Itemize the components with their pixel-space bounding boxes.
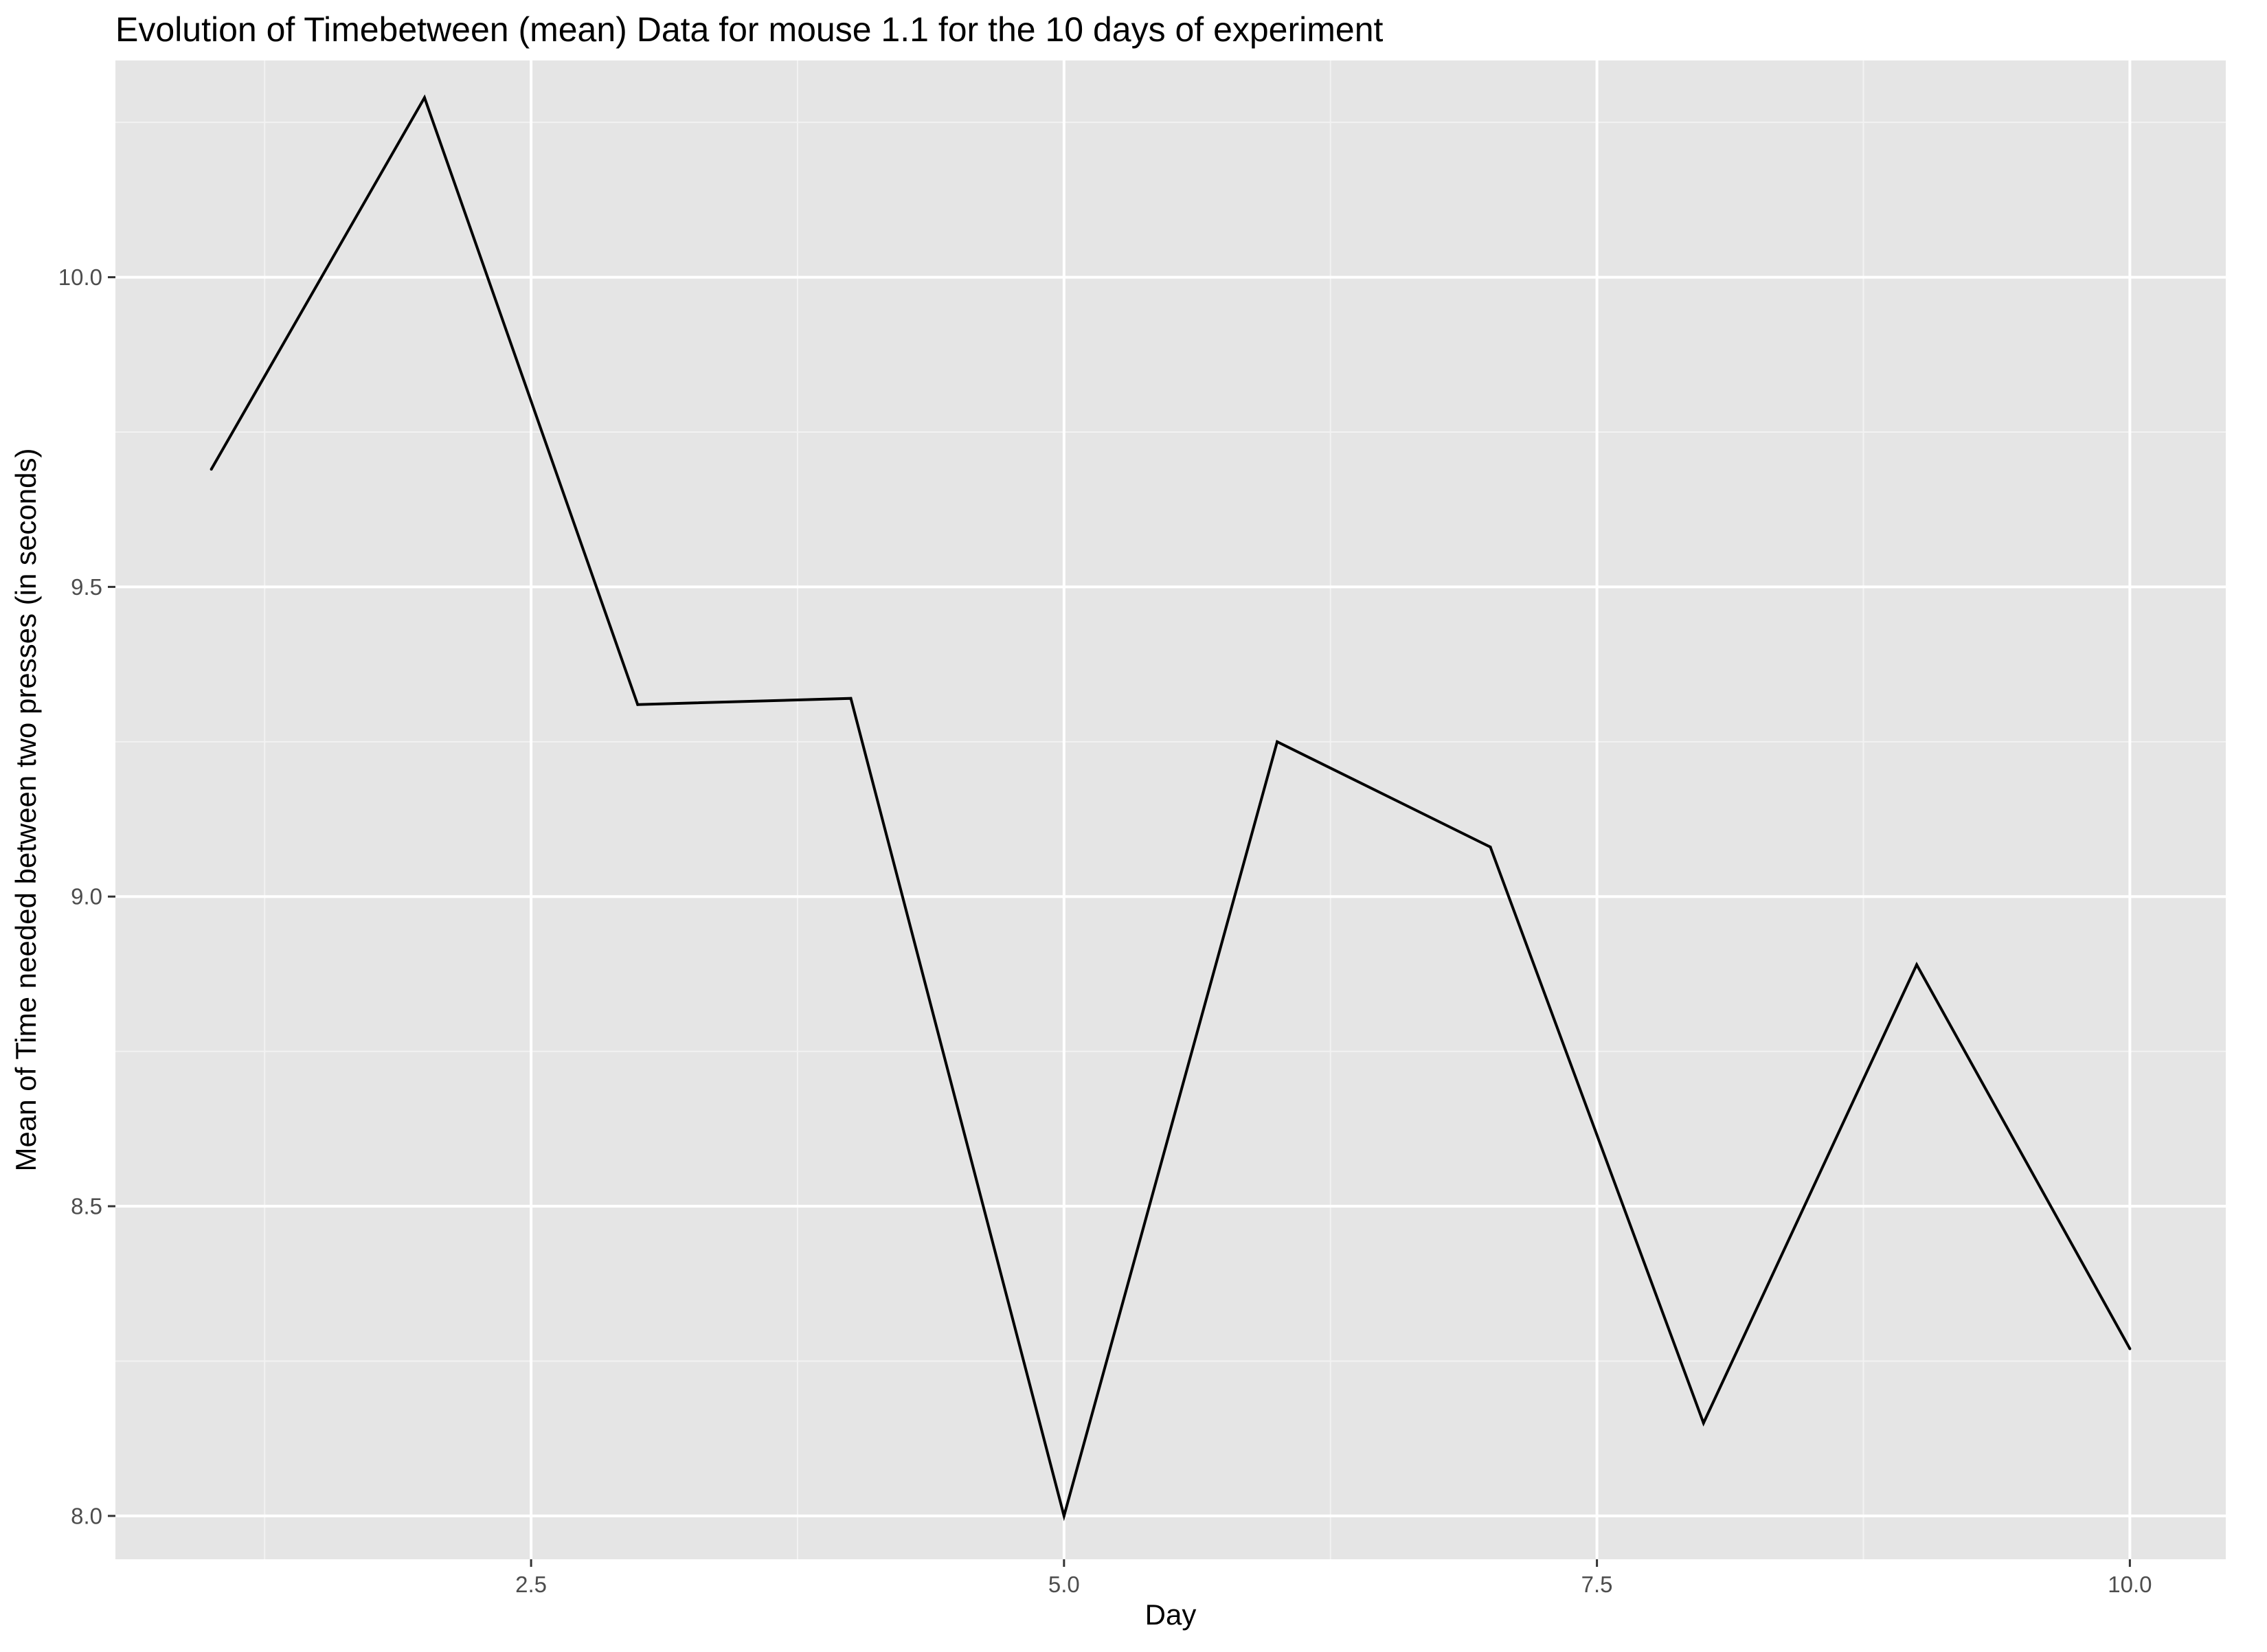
plot-panel — [115, 60, 2226, 1559]
y-axis: 8.0 8.5 9.0 9.5 10.0 — [58, 264, 115, 1528]
data-point — [849, 697, 853, 700]
y-tick-label: 8.0 — [71, 1503, 102, 1528]
y-tick-label: 9.0 — [71, 884, 102, 909]
x-tick-label: 10.0 — [2108, 1572, 2152, 1597]
data-point — [636, 703, 640, 706]
data-point — [1276, 740, 1279, 743]
data-point — [210, 468, 213, 471]
data-point — [1702, 1421, 1705, 1425]
y-tick-label: 8.5 — [71, 1194, 102, 1219]
minor-gridlines-vertical — [264, 60, 1864, 1559]
data-point — [422, 96, 426, 100]
y-tick-label: 9.5 — [71, 574, 102, 600]
data-point — [1915, 963, 1919, 966]
x-tick-label: 2.5 — [515, 1572, 547, 1597]
x-axis: 2.5 5.0 7.5 10.0 — [515, 1559, 2152, 1597]
minor-gridlines-horizontal — [115, 122, 2226, 1362]
data-point — [1489, 846, 1492, 849]
data-point — [1062, 1514, 1065, 1517]
chart-title: Evolution of Timebetween (mean) Data for… — [115, 10, 1384, 49]
series-layer — [210, 94, 2132, 1521]
data-point — [2128, 1347, 2132, 1350]
x-tick-label: 7.5 — [1581, 1572, 1613, 1597]
major-gridlines-horizontal — [115, 275, 2226, 1517]
major-gridlines-vertical — [530, 60, 2132, 1559]
x-axis-title: Day — [1145, 1598, 1197, 1631]
y-axis-title: Mean of Time needed between two presses … — [10, 449, 42, 1172]
series-line — [210, 94, 2132, 1521]
y-tick-label: 10.0 — [58, 264, 102, 290]
x-tick-label: 5.0 — [1048, 1572, 1080, 1597]
